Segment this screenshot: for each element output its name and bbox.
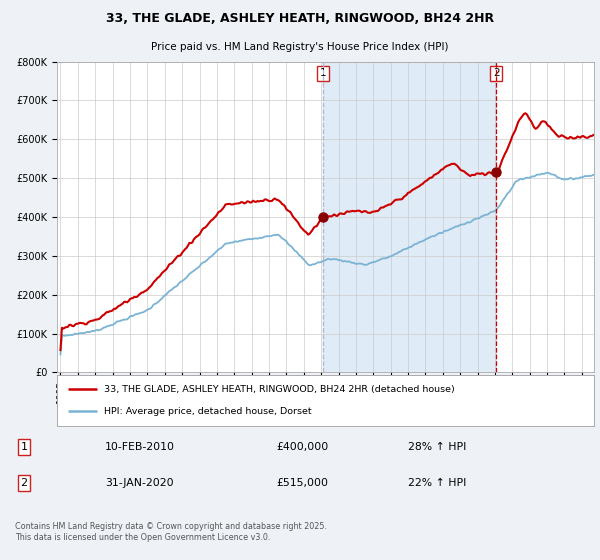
Bar bbox=[323, 62, 496, 372]
Text: 1: 1 bbox=[320, 68, 326, 78]
Text: 10-FEB-2010: 10-FEB-2010 bbox=[105, 442, 175, 452]
Text: 22% ↑ HPI: 22% ↑ HPI bbox=[408, 478, 466, 488]
Text: £400,000: £400,000 bbox=[276, 442, 328, 452]
Text: 2: 2 bbox=[20, 478, 28, 488]
Text: 31-JAN-2020: 31-JAN-2020 bbox=[105, 478, 173, 488]
Text: 1: 1 bbox=[20, 442, 28, 452]
Text: Contains HM Land Registry data © Crown copyright and database right 2025.
This d: Contains HM Land Registry data © Crown c… bbox=[15, 522, 327, 542]
Text: Price paid vs. HM Land Registry's House Price Index (HPI): Price paid vs. HM Land Registry's House … bbox=[151, 43, 449, 52]
Text: HPI: Average price, detached house, Dorset: HPI: Average price, detached house, Dors… bbox=[104, 407, 312, 416]
Text: 2: 2 bbox=[493, 68, 500, 78]
Text: 33, THE GLADE, ASHLEY HEATH, RINGWOOD, BH24 2HR (detached house): 33, THE GLADE, ASHLEY HEATH, RINGWOOD, B… bbox=[104, 385, 455, 394]
Text: 28% ↑ HPI: 28% ↑ HPI bbox=[408, 442, 466, 452]
Text: 33, THE GLADE, ASHLEY HEATH, RINGWOOD, BH24 2HR: 33, THE GLADE, ASHLEY HEATH, RINGWOOD, B… bbox=[106, 12, 494, 25]
Text: £515,000: £515,000 bbox=[276, 478, 328, 488]
